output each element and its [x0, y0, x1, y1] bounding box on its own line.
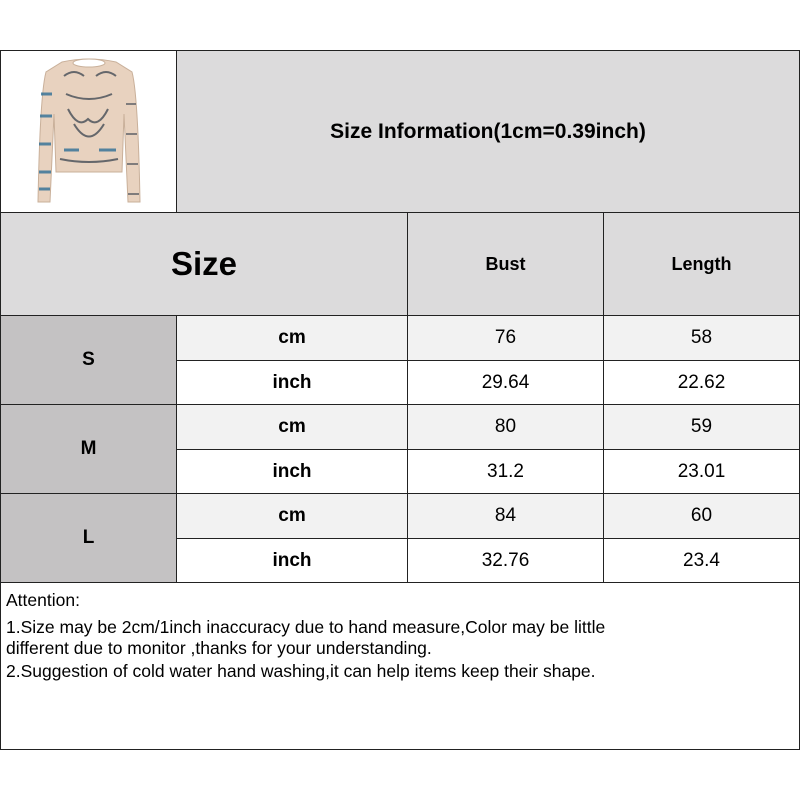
unit-cell: inch — [176, 538, 408, 583]
length-value: 58 — [603, 315, 800, 361]
unit-cell: cm — [176, 493, 408, 539]
attention-line-2: 2.Suggestion of cold water hand washing,… — [6, 661, 596, 681]
size-label-s: S — [0, 315, 177, 405]
attention-line-1: 1.Size may be 2cm/1inch inaccuracy due t… — [6, 617, 606, 637]
length-value: 59 — [603, 404, 800, 450]
bust-header: Bust — [407, 212, 604, 316]
length-header: Length — [603, 212, 800, 316]
bust-value: 80 — [407, 404, 604, 450]
size-label-m: M — [0, 404, 177, 494]
length-value: 22.62 — [603, 360, 800, 405]
length-value: 60 — [603, 493, 800, 539]
bust-value: 32.76 — [407, 538, 604, 583]
attention-line-1-cont: different due to monitor ,thanks for you… — [6, 638, 432, 658]
unit-cell: cm — [176, 315, 408, 361]
attention-notes: Attention: 1.Size may be 2cm/1inch inacc… — [0, 582, 800, 750]
page-title: Size Information(1cm=0.39inch) — [176, 50, 800, 213]
bust-value: 31.2 — [407, 449, 604, 494]
bust-value: 84 — [407, 493, 604, 539]
product-image-cell — [0, 50, 177, 213]
size-label-l: L — [0, 493, 177, 583]
unit-cell: inch — [176, 449, 408, 494]
unit-cell: inch — [176, 360, 408, 405]
product-image-tattoo-mesh-top — [36, 58, 141, 203]
size-header: Size — [0, 212, 408, 316]
bust-value: 29.64 — [407, 360, 604, 405]
bust-value: 76 — [407, 315, 604, 361]
attention-heading: Attention: — [6, 590, 80, 610]
length-value: 23.4 — [603, 538, 800, 583]
length-value: 23.01 — [603, 449, 800, 494]
unit-cell: cm — [176, 404, 408, 450]
